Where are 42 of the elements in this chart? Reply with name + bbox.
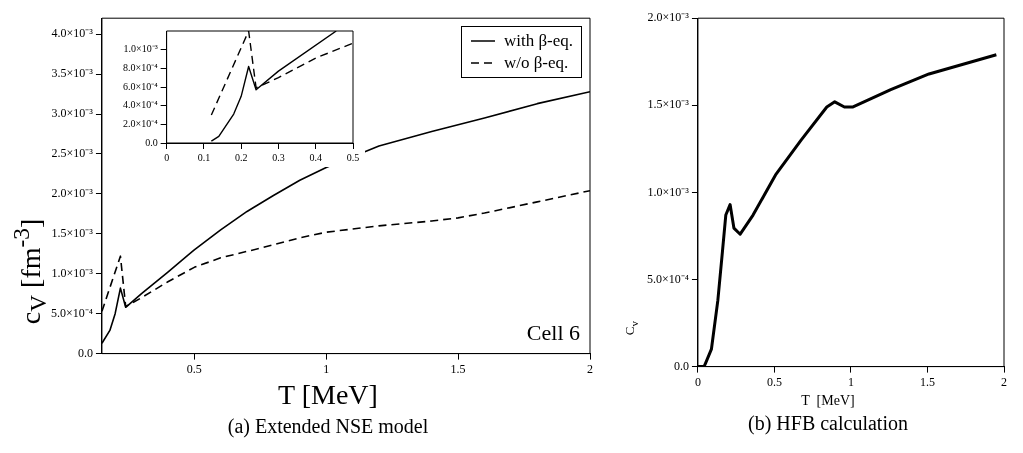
y-tick-label: 3.5×10⁻³ bbox=[51, 66, 94, 81]
y-tick-label: 5.0×10⁻⁴ bbox=[647, 271, 689, 286]
y-tick-label: 4.0×10⁻⁴ bbox=[122, 99, 159, 111]
y-tick-label: 6.0×10⁻⁴ bbox=[122, 80, 159, 92]
y-tick-label: 1.0×10⁻³ bbox=[647, 184, 690, 199]
x-tick-label: 0.2 bbox=[234, 151, 248, 163]
y-tick-label: 2.0×10⁻³ bbox=[647, 10, 690, 25]
x-tick-label: 0 bbox=[164, 151, 170, 163]
x-tick-label: 1.5 bbox=[919, 374, 935, 389]
y-tick-label: 2.0×10⁻⁴ bbox=[122, 117, 159, 129]
x-axis-title: T [MeV] bbox=[800, 393, 856, 409]
y-tick-label: 5.0×10⁻⁴ bbox=[51, 305, 93, 320]
y-tick-label: 1.5×10⁻³ bbox=[51, 225, 94, 240]
y-tick-label: 2.0×10⁻³ bbox=[51, 186, 94, 201]
text: (b) HFB calculation bbox=[747, 412, 909, 436]
x-tick-label: 0.1 bbox=[197, 151, 211, 163]
x-tick-label: 0.5 bbox=[766, 374, 782, 389]
x-tick-label: 2 bbox=[587, 361, 593, 376]
x-tick-label: 0 bbox=[694, 374, 701, 389]
x-tick-label: 0.5 bbox=[346, 151, 360, 163]
y-tick-label: 3.0×10⁻³ bbox=[51, 106, 94, 121]
y-tick-label: 4.0×10⁻³ bbox=[51, 26, 94, 41]
x-tick-label: 0.3 bbox=[272, 151, 285, 163]
y-tick-label: 0.0 bbox=[673, 358, 689, 373]
x-tick-label: 2 bbox=[1001, 374, 1007, 389]
x-tick-label: 0.4 bbox=[309, 151, 322, 163]
legend-label: w/o β-eq. bbox=[503, 52, 569, 75]
y-tick-label: 0.0 bbox=[145, 136, 158, 148]
y-tick-label: 1.5×10⁻³ bbox=[647, 97, 690, 112]
x-axis-title: T [MeV] bbox=[277, 379, 379, 411]
text: (a) Extended NSE model bbox=[226, 414, 430, 438]
y-tick-label: 2.5×10⁻³ bbox=[51, 146, 94, 161]
annotation: Cell 6 bbox=[526, 320, 580, 346]
y-tick-label: 8.0×10⁻⁴ bbox=[122, 61, 159, 73]
x-tick-label: 0.5 bbox=[186, 361, 202, 376]
y-tick-label: 1.0×10⁻³ bbox=[51, 265, 94, 280]
y-tick-label: 0.0 bbox=[77, 345, 93, 360]
legend-label: with β-eq. bbox=[503, 30, 573, 53]
x-tick-label: 1 bbox=[323, 361, 330, 376]
x-tick-label: 1 bbox=[847, 374, 854, 389]
y-tick-label: 1.0×10⁻³ bbox=[123, 43, 158, 55]
x-tick-label: 1.5 bbox=[450, 361, 466, 376]
